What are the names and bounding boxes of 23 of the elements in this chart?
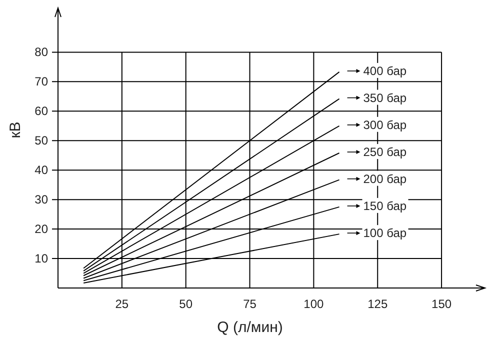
x-tick-label: 100: [304, 297, 324, 311]
y-tick-label: 50: [34, 134, 48, 148]
legend-label: 200 бар: [363, 172, 407, 186]
legend-label: 300 бар: [363, 118, 407, 132]
y-tick-label: 10: [34, 252, 48, 266]
legend-label: 150 бар: [363, 198, 407, 213]
legend-label: 350 бар: [363, 90, 407, 105]
y-tick-label: 80: [34, 45, 48, 60]
x-tick-label: 25: [115, 297, 129, 311]
x-tick-label: 150: [432, 297, 452, 311]
y-tick-label: 20: [34, 222, 48, 236]
x-tick-label: 75: [243, 297, 257, 311]
y-tick-label: 30: [34, 192, 48, 207]
y-tick-label: 70: [34, 74, 48, 89]
legend-label: 250 бар: [363, 145, 407, 160]
x-tick-label: 125: [368, 297, 388, 311]
y-tick-label: 60: [34, 104, 48, 118]
y-axis-title: кВ: [7, 122, 24, 138]
x-axis-title: Q (л/мин): [217, 319, 283, 336]
legend-label: 400 бар: [363, 64, 407, 78]
legend-label: 100 бар: [363, 226, 407, 240]
y-tick-label: 40: [34, 163, 48, 178]
x-tick-label: 50: [179, 297, 193, 311]
